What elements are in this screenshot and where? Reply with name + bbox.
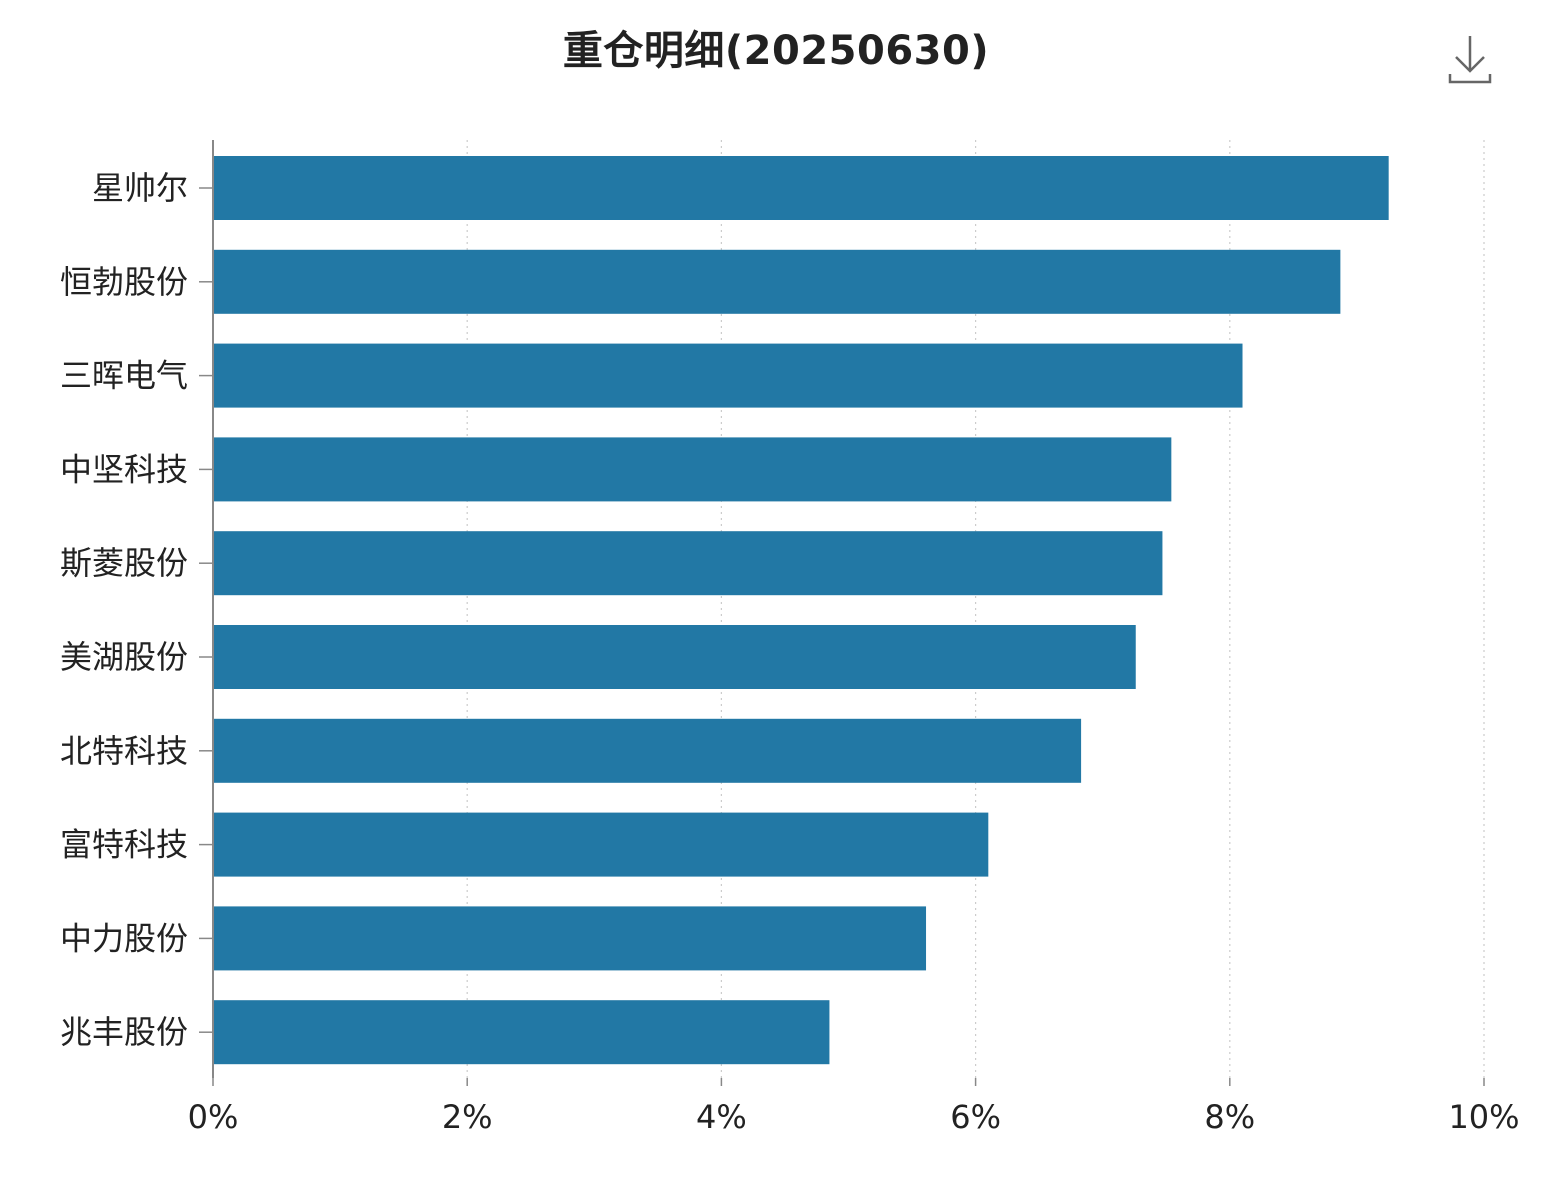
chart-title: 重仓明细(20250630): [562, 28, 990, 74]
category-label: 中坚科技: [60, 450, 188, 488]
bar[interactable]: [213, 437, 1172, 502]
bar[interactable]: [213, 249, 1341, 314]
category-label: 北特科技: [60, 732, 188, 770]
labels: 0% 2% 4% 6% 8% 10% 星帅尔恒勃股份三晖电气中坚科技斯菱股份美湖股份北特科技…: [60, 169, 1520, 1136]
axes: [199, 140, 1485, 1086]
bar[interactable]: [213, 531, 1163, 596]
x-tick-label: 10%: [1448, 1098, 1519, 1136]
bar[interactable]: [213, 343, 1243, 408]
category-label: 恒勃股份: [60, 263, 188, 301]
bars: [213, 156, 1389, 1065]
bar[interactable]: [213, 718, 1082, 783]
bar[interactable]: [213, 812, 989, 877]
category-label: 兆丰股份: [60, 1013, 188, 1051]
category-label: 富特科技: [60, 826, 188, 864]
category-label: 三晖电气: [60, 357, 188, 395]
bar[interactable]: [213, 906, 927, 971]
bar[interactable]: [213, 1000, 830, 1065]
download-button[interactable]: [1440, 30, 1500, 90]
category-label: 美湖股份: [60, 638, 188, 676]
x-tick-label: 8%: [1204, 1098, 1255, 1136]
x-tick-label: 4%: [696, 1098, 747, 1136]
x-tick-label: 0%: [188, 1098, 239, 1136]
bar[interactable]: [213, 156, 1389, 220]
category-label: 斯菱股份: [60, 544, 188, 582]
download-icon: [1448, 36, 1492, 84]
category-label: 中力股份: [60, 919, 188, 957]
category-label: 星帅尔: [92, 169, 188, 207]
x-tick-label: 2%: [442, 1098, 493, 1136]
x-tick-label: 6%: [950, 1098, 1001, 1136]
bar[interactable]: [213, 625, 1136, 689]
